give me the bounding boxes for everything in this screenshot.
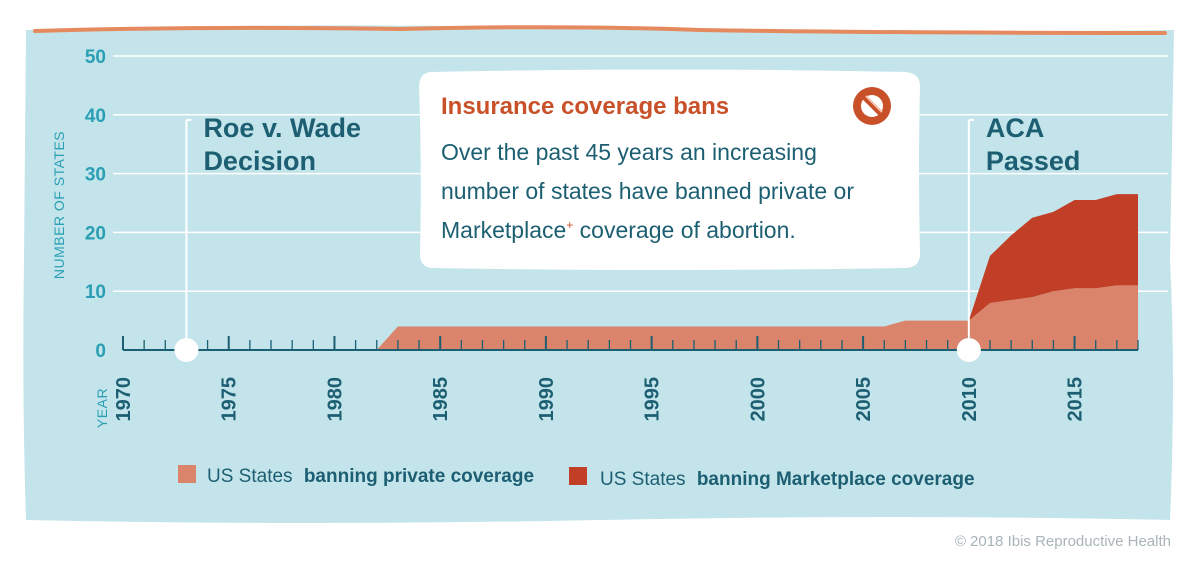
y-tick-label-20: 20 <box>85 223 106 244</box>
y-tick-label-0: 0 <box>95 341 106 362</box>
legend-label-private: US States banning private coverage <box>207 466 534 487</box>
copyright-credit: © 2018 Ibis Reproductive Health <box>955 533 1171 550</box>
callout-box: Insurance coverage bans Over the past 45… <box>419 69 920 270</box>
callout-title: Insurance coverage bans <box>441 93 729 120</box>
x-tick-label-2010: 2010 <box>959 377 981 422</box>
area-marketplace-coverage <box>968 194 1138 321</box>
legend-marketplace-bold: banning Marketplace coverage <box>697 469 975 490</box>
x-tick-label-1985: 1985 <box>430 377 452 422</box>
y-axis: 0 10 20 30 40 50 <box>85 47 106 362</box>
annotation-label-aca-line-2: Passed <box>986 146 1081 176</box>
legend-swatch-marketplace <box>569 467 587 485</box>
x-tick-label-2005: 2005 <box>853 377 875 422</box>
y-tick-label-30: 30 <box>85 165 106 186</box>
legend-marketplace-prefix: US States <box>600 469 686 490</box>
annotation-marker-roe-v-wade <box>174 338 199 362</box>
x-axis-title: YEAR <box>94 388 110 428</box>
annotation-marker-aca <box>956 338 981 362</box>
annotation-label-roe-v-wade-line-1: Roe v. Wade <box>203 113 361 143</box>
callout-background <box>419 69 920 270</box>
annotation-label-roe-v-wade-line-2: Decision <box>203 146 316 176</box>
x-tick-label-2015: 2015 <box>1065 377 1087 422</box>
no-sign-icon <box>853 87 891 125</box>
area-private-coverage <box>376 285 1138 350</box>
callout-line-1: Over the past 45 years an increasing <box>441 139 817 165</box>
x-tick-label-1980: 1980 <box>324 377 346 422</box>
top-stripe <box>33 25 1167 35</box>
x-tick-label-2000: 2000 <box>747 377 769 422</box>
legend-swatch-private <box>178 465 196 483</box>
annotation-label-aca-line-1: ACA <box>986 113 1044 143</box>
area-series <box>376 194 1138 350</box>
callout-line-2: number of states have banned private or <box>441 178 854 204</box>
x-tick-label-1970: 1970 <box>113 377 135 422</box>
legend-private-prefix: US States <box>207 466 293 487</box>
y-tick-label-50: 50 <box>85 47 106 68</box>
legend-label-marketplace: US States banning Marketplace coverage <box>600 469 975 490</box>
legend-private-bold: banning private coverage <box>304 466 534 487</box>
x-tick-label-1975: 1975 <box>219 377 241 422</box>
x-tick-label-1995: 1995 <box>642 377 664 422</box>
x-tick-label-1990: 1990 <box>536 377 558 422</box>
callout-superscript: + <box>566 218 573 232</box>
callout-line-3-end: coverage of abortion. <box>573 217 795 243</box>
y-tick-label-40: 40 <box>85 106 106 127</box>
legend: US States banning private coverage US St… <box>178 465 975 490</box>
y-tick-label-10: 10 <box>85 282 106 303</box>
callout-line-3: Marketplace+ coverage of abortion. <box>441 217 796 243</box>
y-axis-title: NUMBER OF STATES <box>51 131 67 279</box>
callout-line-3-start: Marketplace <box>441 217 566 243</box>
